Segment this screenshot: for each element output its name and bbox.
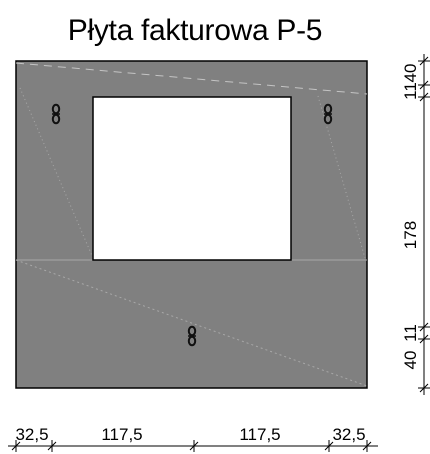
bottom-dimension-chain [8, 440, 378, 452]
lifting-anchor-icon [187, 325, 197, 347]
lifting-anchor-icon [51, 103, 61, 125]
right-dimension-chain [418, 54, 430, 395]
right-dimension-ticks [418, 56, 430, 393]
bottom-dimension-label: 117,5 [101, 425, 142, 444]
diagonal-guide-line [15, 259, 368, 387]
window-opening [92, 96, 292, 261]
right-dimension-label: 11 [401, 324, 420, 342]
right-dimension-label: 40 [401, 351, 420, 370]
bottom-dimension-label: 117,5 [239, 425, 280, 444]
lifting-anchor-icon [323, 103, 333, 125]
drawing-title: Płyta fakturowa P-5 [67, 14, 323, 47]
right-dimension-label: 11 [401, 82, 420, 100]
left-diagonal-guide-line [19, 87, 94, 259]
bottom-dimension-ticks [11, 440, 372, 452]
right-dimension-label: 178 [401, 221, 420, 249]
bottom-dimension-label: 32,5 [15, 425, 48, 444]
top-dashed-guide-line [15, 62, 368, 95]
right-dimension-label: 40 [401, 64, 420, 83]
bottom-dimension-label: 32,5 [332, 425, 365, 444]
